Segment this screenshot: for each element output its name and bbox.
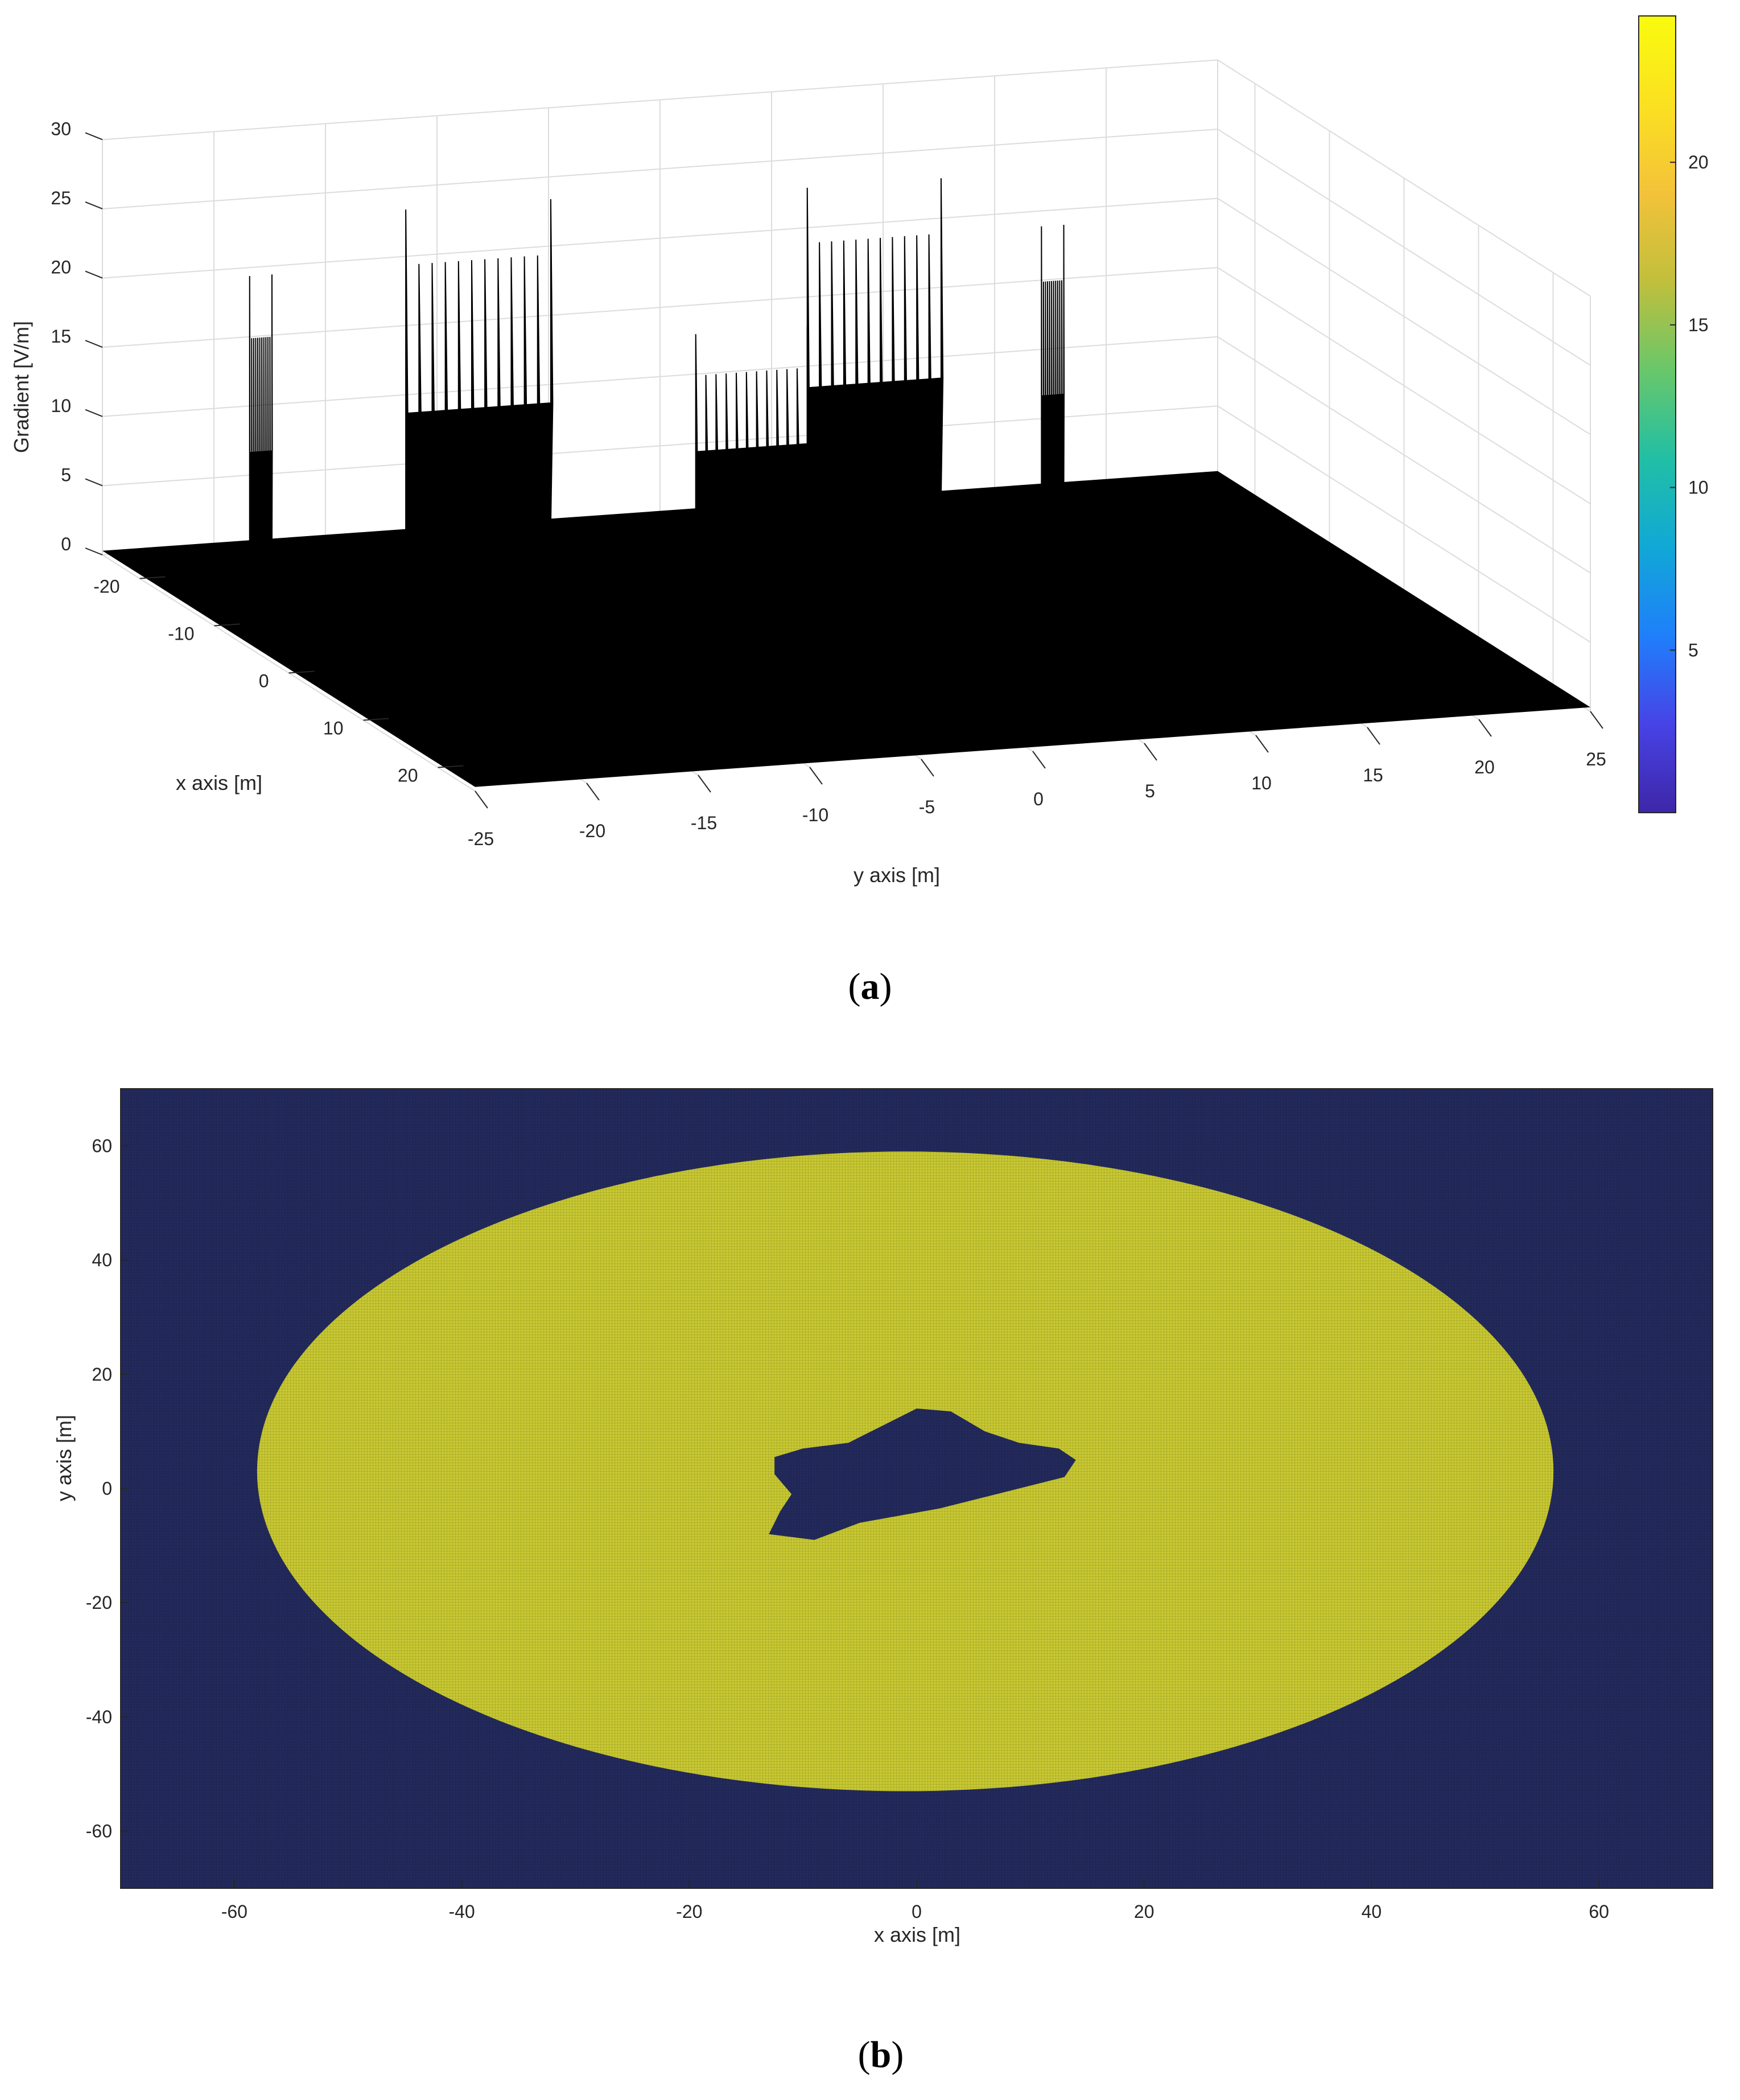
y-tick-label: 15 bbox=[1363, 765, 1383, 785]
y-tick-label: 25 bbox=[1586, 749, 1606, 769]
y-tick-label: 5 bbox=[1145, 781, 1155, 801]
heatmap-x-tick-label: 0 bbox=[912, 1901, 922, 1922]
colorbar-tick-label: 10 bbox=[1688, 477, 1709, 498]
z-tick-label: 15 bbox=[51, 326, 71, 347]
surface-plot: 0 5 10 15 20 25 30 -20 -10 0 10 20 -25 -20 -15 -10 -5 0 5 1… bbox=[10, 15, 1709, 887]
x-tick-label: -10 bbox=[168, 624, 194, 644]
heatmap-y-axis-label: y axis [m] bbox=[52, 1415, 76, 1501]
heatmap-axes: -60 -40 -20 0 20 40 60 -60 -40 -20 0 20 40 60 bbox=[86, 1088, 1713, 1922]
y-tick-mark bbox=[1032, 751, 1046, 769]
y-tick-mark bbox=[1367, 727, 1380, 745]
surface-peaks bbox=[249, 178, 1065, 547]
heatmap-y-tick-label: -40 bbox=[86, 1707, 112, 1727]
z-tick-mark bbox=[85, 201, 103, 209]
caption-a: (a) bbox=[848, 966, 892, 1007]
x-tick-label: -20 bbox=[93, 577, 119, 597]
colorbar-tick-label: 5 bbox=[1688, 640, 1698, 660]
z-tick-label: 5 bbox=[61, 464, 71, 485]
y-tick-label: -5 bbox=[919, 797, 935, 817]
z-tick-mark bbox=[85, 547, 103, 555]
x-tick-mark bbox=[214, 623, 240, 627]
caption-b: (b) bbox=[858, 2034, 904, 2076]
colorbar-gradient bbox=[1638, 15, 1676, 813]
x-tick-label: 10 bbox=[323, 718, 344, 739]
x-tick-mark bbox=[438, 765, 464, 768]
y-tick-mark bbox=[921, 759, 934, 777]
heatmap-x-axis-label: x axis [m] bbox=[874, 1923, 960, 1946]
heatmap-y-tick-label: 40 bbox=[92, 1250, 112, 1270]
y-tick-mark bbox=[1478, 719, 1492, 737]
heatmap-y-tick-label: 0 bbox=[102, 1479, 112, 1499]
y-tick-mark bbox=[475, 790, 488, 809]
y-tick-label: -10 bbox=[802, 805, 828, 825]
z-tick-label: 10 bbox=[51, 396, 71, 416]
z-tick-label: 25 bbox=[51, 188, 71, 208]
heatmap-x-tick-label: -20 bbox=[676, 1901, 702, 1922]
colorbar-tick-label: 20 bbox=[1688, 152, 1709, 172]
surface-floor bbox=[102, 471, 1590, 787]
x-axis-label: x axis [m] bbox=[176, 771, 262, 794]
y-tick-mark bbox=[586, 783, 600, 801]
x-tick-mark bbox=[288, 670, 315, 674]
y-tick-label: 10 bbox=[1251, 773, 1272, 793]
z-tick-label: 0 bbox=[61, 534, 71, 554]
peak-group-4 bbox=[806, 178, 944, 507]
heatmap-plot: -60 -40 -20 0 20 40 60 -60 -40 -20 0 20 40 60 x axis … bbox=[52, 1088, 1713, 1946]
z-tick-mark bbox=[85, 132, 103, 141]
y-tick-label: 0 bbox=[1033, 789, 1044, 809]
heatmap-y-tick-label: 20 bbox=[92, 1364, 112, 1385]
colorbar: 5 10 15 20 bbox=[1638, 15, 1709, 813]
y-axis-label: y axis [m] bbox=[853, 863, 940, 887]
peak-group-2 bbox=[405, 199, 554, 536]
z-tick-mark bbox=[85, 409, 103, 417]
y-tick-label: 20 bbox=[1474, 757, 1495, 777]
heatmap-x-tick-label: 20 bbox=[1134, 1901, 1154, 1922]
heatmap-y-tick-label: 60 bbox=[92, 1135, 112, 1156]
heatmap-y-tick-label: -20 bbox=[86, 1592, 112, 1613]
colorbar-tick-label: 15 bbox=[1688, 315, 1709, 335]
x-tick-label: 0 bbox=[259, 671, 269, 691]
y-tick-mark bbox=[1255, 735, 1269, 753]
heatmap-x-tick-label: -60 bbox=[221, 1901, 248, 1922]
y-tick-label: -15 bbox=[691, 813, 717, 833]
y-tick-mark bbox=[809, 767, 823, 785]
y-tick-mark bbox=[1144, 743, 1157, 761]
z-tick-label: 30 bbox=[51, 118, 71, 139]
z-axis-label: Gradient [V/m] bbox=[10, 321, 33, 453]
z-tick-mark bbox=[85, 478, 103, 487]
heatmap-x-tick-label: -40 bbox=[448, 1901, 475, 1922]
peak-group-1 bbox=[249, 274, 273, 547]
z-tick-mark bbox=[85, 270, 103, 279]
x-tick-label: 20 bbox=[398, 765, 418, 786]
peak-group-3 bbox=[695, 326, 810, 515]
y-tick-label: -25 bbox=[468, 829, 494, 849]
heatmap-y-tick-label: -60 bbox=[86, 1821, 112, 1842]
surface-axes: 0 5 10 15 20 25 30 -20 -10 0 10 20 -25 -20 -15 -10 -5 0 5 1… bbox=[51, 118, 1606, 849]
peak-group-5 bbox=[1041, 224, 1065, 490]
y-tick-mark bbox=[698, 775, 711, 793]
y-tick-mark bbox=[1590, 711, 1603, 729]
x-tick-mark bbox=[363, 718, 389, 721]
x-tick-mark bbox=[139, 576, 166, 579]
z-tick-label: 20 bbox=[51, 257, 71, 278]
heatmap-x-tick-label: 40 bbox=[1362, 1901, 1382, 1922]
z-tick-mark bbox=[85, 340, 103, 348]
heatmap-mesh bbox=[121, 1089, 1713, 1888]
y-tick-label: -20 bbox=[579, 821, 605, 841]
heatmap-x-tick-label: 60 bbox=[1589, 1901, 1609, 1922]
